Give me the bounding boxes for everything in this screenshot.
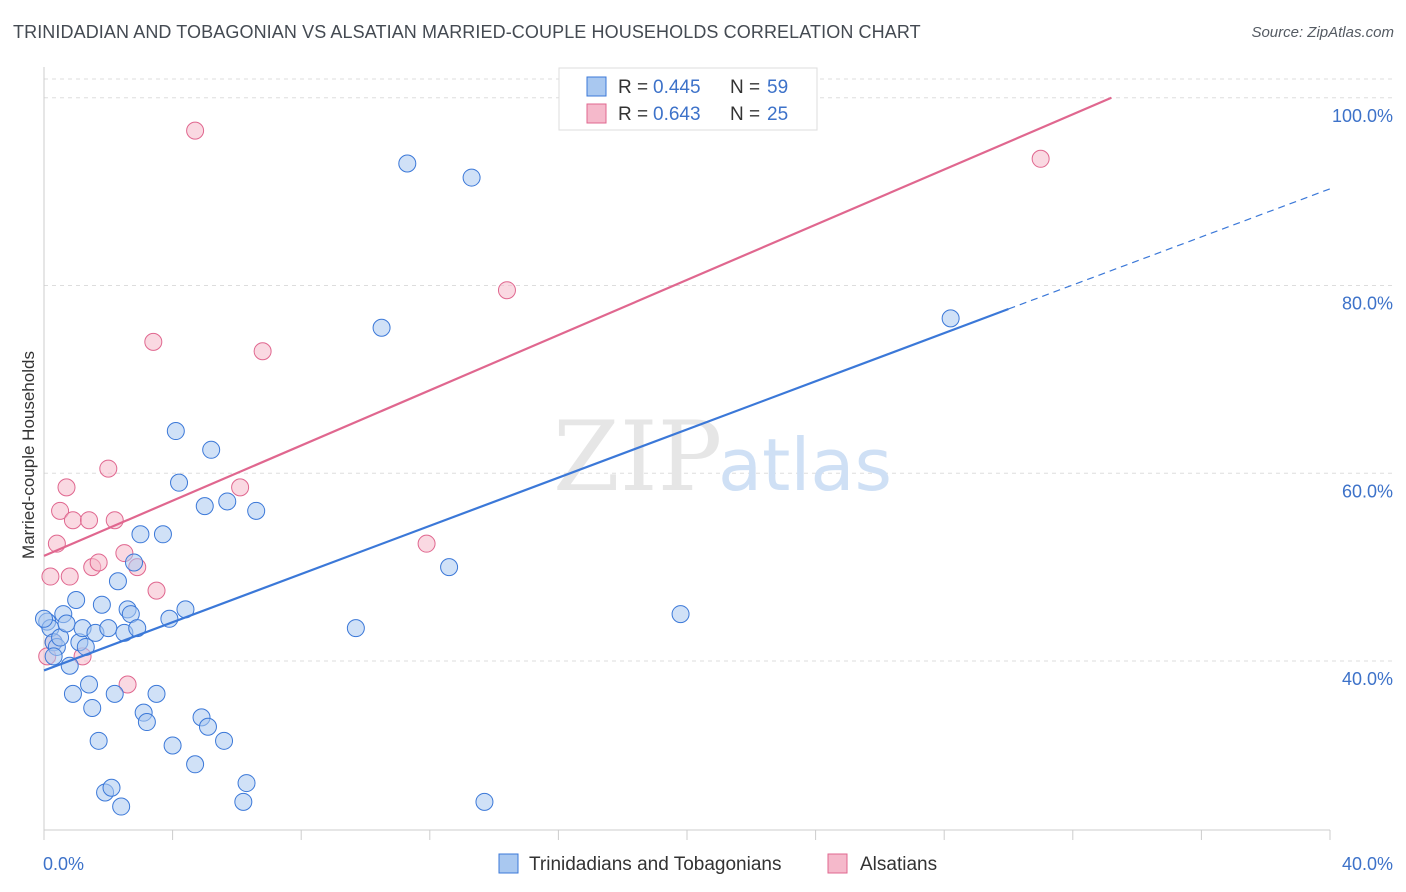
trend-line bbox=[43, 307, 1009, 672]
data-point bbox=[89, 731, 108, 750]
data-point bbox=[108, 572, 127, 591]
stats-legend: R = 0.445 N = 59 R = 0.643 N = 25 bbox=[558, 67, 818, 131]
data-point bbox=[80, 511, 99, 530]
data-point bbox=[941, 309, 960, 328]
watermark-atlas: atlas bbox=[718, 423, 892, 507]
data-point bbox=[186, 121, 205, 140]
data-point bbox=[195, 497, 214, 516]
bottom-legend-label-blue: Trinidadians and Tobagonians bbox=[529, 854, 781, 875]
legend-swatch-pink bbox=[586, 103, 607, 124]
legend-r-label-blue: R = bbox=[618, 77, 648, 98]
data-point bbox=[147, 581, 166, 600]
y-tick-label: 60.0% bbox=[1342, 481, 1393, 501]
axes bbox=[43, 67, 1331, 840]
data-point bbox=[247, 501, 266, 520]
trend-line-extension bbox=[1008, 188, 1331, 310]
chart-title: TRINIDADIAN AND TOBAGONIAN VS ALSATIAN M… bbox=[13, 22, 921, 42]
data-point bbox=[186, 755, 205, 774]
data-point bbox=[215, 731, 234, 750]
data-point bbox=[63, 684, 82, 703]
trinidadians-points bbox=[35, 154, 960, 816]
data-point bbox=[234, 792, 253, 811]
data-point bbox=[202, 440, 221, 459]
data-point bbox=[57, 478, 76, 497]
data-point bbox=[231, 478, 250, 497]
x-tick-label-max: 40.0% bbox=[1342, 854, 1393, 874]
data-point bbox=[372, 318, 391, 337]
trend-line bbox=[43, 96, 1112, 557]
source-label: Source: ZipAtlas.com bbox=[1251, 24, 1394, 41]
y-tick-labels: 40.0% 60.0% 80.0% 100.0% bbox=[1332, 106, 1393, 689]
y-tick-label: 80.0% bbox=[1342, 294, 1393, 314]
data-point bbox=[440, 558, 459, 577]
legend-n-value-blue: 59 bbox=[767, 77, 788, 98]
data-point bbox=[671, 605, 690, 624]
data-point bbox=[83, 698, 102, 717]
legend-r-label-pink: R = bbox=[618, 104, 648, 125]
watermark-zip: ZIP bbox=[553, 401, 722, 513]
data-point bbox=[128, 619, 147, 638]
data-point bbox=[131, 525, 150, 544]
legend-n-value-pink: 25 bbox=[767, 104, 788, 125]
data-point bbox=[99, 459, 118, 478]
data-point bbox=[125, 553, 144, 572]
x-tick-label-min: 0.0% bbox=[43, 854, 84, 874]
data-point bbox=[63, 511, 82, 530]
y-tick-label: 40.0% bbox=[1342, 669, 1393, 689]
data-point bbox=[60, 567, 79, 586]
data-point bbox=[166, 422, 185, 441]
data-point bbox=[417, 534, 436, 553]
data-point bbox=[147, 684, 166, 703]
data-point bbox=[475, 792, 494, 811]
legend-n-label-blue: N = bbox=[730, 77, 760, 98]
data-point bbox=[51, 501, 70, 520]
data-point bbox=[92, 595, 111, 614]
y-tick-label: 100.0% bbox=[1332, 106, 1393, 126]
data-point bbox=[35, 609, 53, 628]
legend-n-label-pink: N = bbox=[730, 104, 760, 125]
data-point bbox=[112, 797, 131, 816]
data-point bbox=[144, 332, 163, 351]
bottom-legend-swatch-pink bbox=[827, 853, 848, 874]
data-point bbox=[102, 778, 121, 797]
data-point bbox=[398, 154, 417, 173]
legend-r-value-blue: 0.445 bbox=[653, 77, 701, 98]
series-legend: Trinidadians and Tobagonians Alsatians bbox=[498, 853, 937, 875]
data-point bbox=[80, 675, 99, 694]
data-point bbox=[153, 525, 172, 544]
gridlines bbox=[44, 78, 1392, 662]
data-point bbox=[253, 342, 272, 361]
data-point bbox=[105, 684, 124, 703]
data-point bbox=[163, 736, 182, 755]
legend-r-value-pink: 0.643 bbox=[653, 104, 701, 125]
data-point bbox=[218, 492, 237, 511]
data-point bbox=[160, 609, 179, 628]
bottom-legend-swatch-blue bbox=[498, 853, 519, 874]
data-point bbox=[237, 774, 256, 793]
data-point bbox=[170, 473, 189, 492]
data-point bbox=[346, 619, 365, 638]
data-point bbox=[67, 591, 86, 610]
data-point bbox=[137, 713, 156, 732]
data-point bbox=[1031, 149, 1050, 168]
legend-swatch-blue bbox=[586, 76, 607, 97]
data-point bbox=[462, 168, 481, 187]
data-point bbox=[44, 647, 63, 666]
bottom-legend-label-pink: Alsatians bbox=[860, 854, 937, 875]
data-point bbox=[41, 567, 60, 586]
data-point bbox=[99, 619, 118, 638]
data-point bbox=[497, 281, 516, 300]
data-point bbox=[118, 675, 137, 694]
y-axis-title: Married-couple Households bbox=[19, 351, 38, 559]
data-point bbox=[198, 717, 217, 736]
trend-lines bbox=[43, 96, 1331, 672]
data-point bbox=[89, 553, 108, 572]
data-point bbox=[57, 614, 76, 633]
